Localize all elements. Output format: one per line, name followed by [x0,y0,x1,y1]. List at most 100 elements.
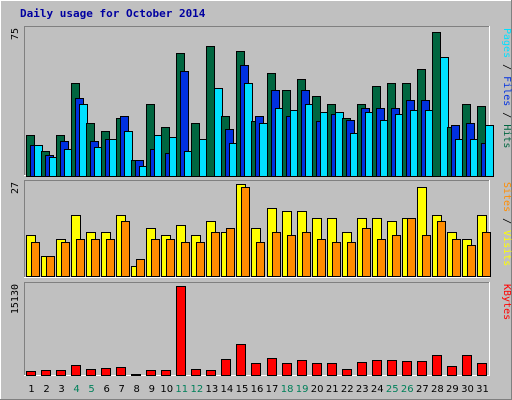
day-label-31: 31 [476,384,489,395]
bar-sites-day-15 [241,187,250,277]
bar-sites-day-5 [91,239,100,277]
day-label-14: 14 [221,384,234,395]
bar-sites-day-26 [407,218,416,277]
day-label-3: 3 [58,384,64,395]
bar-kbytes-day-28 [432,355,442,376]
bar-kbytes-day-3 [56,370,66,376]
side-label-part: Hits [501,124,512,148]
panel-visits-sites: 27 Sites / Visits [10,180,512,278]
bar-sites-day-25 [392,235,401,277]
panel-side-label: Sites / Visits [501,182,512,266]
bar-sites-day-20 [317,239,326,277]
day-label-18: 18 [281,384,294,395]
bar-hits-day-12 [191,123,200,177]
day-label-21: 21 [326,384,339,395]
bar-sites-day-24 [377,239,386,277]
bar-sites-day-18 [287,235,296,277]
bar-sites-day-27 [422,235,431,277]
day-label-13: 13 [206,384,219,395]
bar-sites-day-28 [437,221,446,277]
bar-hits-day-13 [206,46,215,177]
day-label-15: 15 [236,384,249,395]
day-label-16: 16 [251,384,264,395]
day-label-4: 4 [73,384,79,395]
bar-kbytes-day-29 [447,366,457,376]
panel-kbytes: 15130 KBytes [10,282,512,376]
side-label-part: Sites [501,182,512,212]
day-label-1: 1 [28,384,34,395]
bar-kbytes-day-8 [131,374,141,376]
bar-kbytes-day-24 [372,360,382,376]
bar-sites-day-11 [181,242,190,277]
day-label-20: 20 [311,384,324,395]
bar-kbytes-day-6 [101,368,111,376]
bar-pages-day-31 [485,125,494,177]
day-label-19: 19 [296,384,309,395]
bar-kbytes-day-5 [86,369,96,376]
side-label-part: / [501,58,512,76]
bar-sites-day-6 [106,239,115,277]
bar-kbytes-day-30 [462,355,472,376]
bar-pages-day-7 [124,131,133,177]
day-label-10: 10 [160,384,173,395]
bar-kbytes-day-23 [357,362,367,376]
day-label-30: 30 [461,384,474,395]
side-label-part: Visits [501,230,512,266]
bar-sites-day-13 [211,232,220,277]
bar-sites-day-8 [136,259,145,277]
day-label-5: 5 [88,384,94,395]
bar-kbytes-day-25 [387,360,397,376]
panel-max-label: 27 [10,182,21,194]
bar-kbytes-day-2 [41,370,51,376]
bar-pages-day-28 [440,57,449,177]
bar-kbytes-day-21 [327,363,337,376]
day-label-27: 27 [416,384,429,395]
bar-kbytes-day-12 [191,369,201,376]
bar-sites-day-4 [76,239,85,277]
bar-kbytes-day-1 [26,371,36,376]
day-label-6: 6 [104,384,110,395]
bar-kbytes-day-4 [71,365,81,376]
bar-kbytes-day-17 [267,358,277,376]
panel-max-label: 15130 [10,284,21,314]
bar-sites-day-12 [196,242,205,277]
day-label-29: 29 [446,384,459,395]
bar-hits-day-28 [432,32,441,177]
bar-kbytes-day-20 [312,363,322,376]
day-label-23: 23 [356,384,369,395]
bar-sites-day-3 [61,242,70,277]
bar-sites-day-21 [332,242,341,277]
day-label-11: 11 [175,384,188,395]
bar-sites-day-2 [46,256,55,277]
bar-sites-day-9 [151,239,160,277]
panel-background [24,282,490,376]
bar-kbytes-day-22 [342,369,352,376]
bar-kbytes-day-27 [417,361,427,376]
bar-sites-day-23 [362,228,371,277]
bar-kbytes-day-7 [116,367,126,376]
side-label-part: KBytes [501,284,512,320]
day-label-7: 7 [119,384,125,395]
day-label-26: 26 [401,384,414,395]
panel-side-label: Pages / Files / Hits [501,28,512,148]
bar-kbytes-day-16 [251,363,261,376]
day-label-2: 2 [43,384,49,395]
bar-sites-day-1 [31,242,40,277]
bar-kbytes-day-10 [161,370,171,376]
side-label-part: / [501,106,512,124]
panel-max-label: 75 [10,28,21,40]
bar-kbytes-day-26 [402,361,412,376]
day-label-24: 24 [371,384,384,395]
day-label-25: 25 [386,384,399,395]
day-label-17: 17 [266,384,279,395]
bar-kbytes-day-31 [477,363,487,376]
bar-sites-day-31 [482,232,491,277]
panel-hits-files-pages: 75 Pages / Files / Hits [10,26,512,177]
bar-kbytes-day-13 [206,370,216,376]
bar-pages-day-16 [259,123,268,177]
day-label-8: 8 [134,384,140,395]
chart-panels: 75 Pages / Files / Hits 27 Sites / Visits 15… [10,26,512,376]
day-label-22: 22 [341,384,354,395]
